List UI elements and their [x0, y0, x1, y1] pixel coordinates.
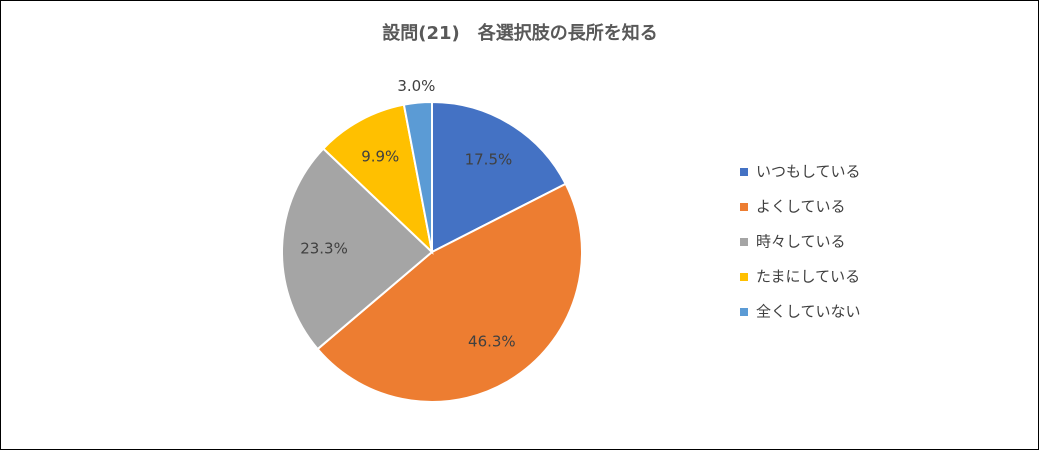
legend-swatch: [740, 168, 748, 176]
pie-slice: [281, 147, 434, 351]
data-label: 46.3%: [468, 332, 516, 350]
data-label: 3.0%: [397, 77, 435, 95]
legend-swatch: [740, 273, 748, 281]
legend-label: よくしている: [756, 198, 846, 216]
legend-label: いつもしている: [756, 163, 861, 181]
pie-slice: [431, 100, 567, 254]
legend-label: 時々している: [756, 233, 846, 251]
legend-swatch: [740, 308, 748, 316]
pie-slice: [321, 103, 434, 255]
legend-label: たまにしている: [756, 268, 860, 286]
data-label: 23.3%: [300, 239, 348, 257]
data-label: 9.9%: [361, 148, 399, 166]
chart-title: 設問(21) 各選択肢の長所を知る: [382, 22, 658, 44]
pie-slice: [402, 100, 433, 253]
legend-swatch: [740, 203, 748, 211]
data-label: 17.5%: [465, 150, 513, 168]
legend-swatch: [740, 238, 748, 246]
legend-label: 全くしていない: [756, 303, 861, 321]
pie-slice: [316, 182, 583, 403]
